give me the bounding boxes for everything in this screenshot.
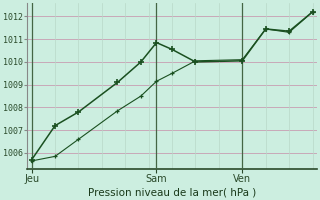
X-axis label: Pression niveau de la mer( hPa ): Pression niveau de la mer( hPa )	[88, 187, 256, 197]
